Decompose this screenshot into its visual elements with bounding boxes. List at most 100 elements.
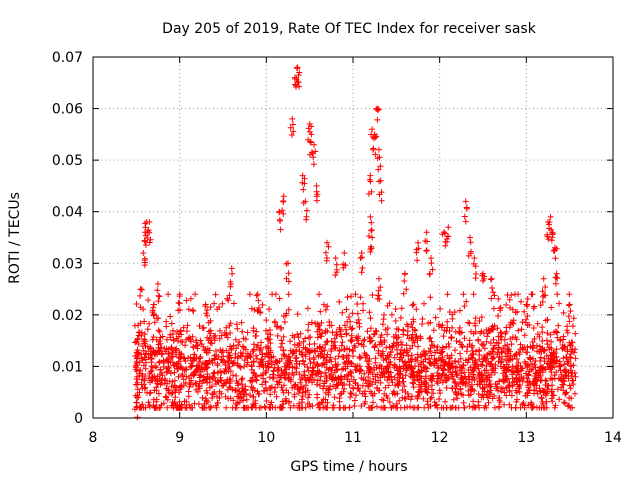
data-point [233,387,239,394]
data-point [219,382,226,389]
data-point [328,348,335,354]
data-point [440,333,447,340]
data-point [333,269,340,276]
data-point [454,395,461,402]
data-point [545,236,552,243]
data-point [465,252,472,259]
data-point [307,138,314,145]
data-point [434,370,441,376]
data-point [496,353,503,360]
data-point [238,319,245,326]
data-point [249,348,256,354]
data-point [321,347,328,354]
data-point [353,392,359,399]
data-point [307,360,314,367]
data-point [452,328,459,335]
data-point [142,384,149,391]
data-point [448,352,455,359]
data-point [509,363,516,370]
data-point [516,382,523,388]
data-point [342,262,348,269]
data-point [313,381,320,388]
data-point [459,365,466,372]
data-point [429,266,436,273]
data-point [183,398,190,405]
data-point [141,318,148,325]
data-point [519,401,526,408]
data-point [212,291,219,298]
data-point [310,154,317,161]
data-point [243,353,249,360]
data-point [207,339,214,346]
data-point [259,356,266,362]
data-point [299,399,306,406]
data-point [358,269,365,276]
data-point [481,367,488,374]
data-point [389,390,396,397]
data-point [452,347,458,354]
data-point [367,404,374,411]
data-point [426,359,433,366]
data-point [402,395,409,402]
data-point [381,390,388,397]
data-point [415,363,422,370]
data-point [146,402,153,409]
data-point [279,207,286,214]
data-point [512,309,519,316]
x-tick-labels: 8 9 10 11 12 13 14 [89,430,622,446]
data-point [420,358,427,365]
data-point [133,381,140,388]
data-point [264,387,271,394]
data-point [376,296,383,303]
data-point [187,364,194,371]
data-point [187,336,194,343]
data-point [353,334,360,341]
data-point [427,334,434,341]
data-point [153,396,160,403]
data-point [438,349,445,356]
data-point [416,389,423,396]
data-point [398,339,404,346]
data-point [549,392,556,399]
data-point [322,329,329,336]
data-point [151,350,158,357]
data-point [558,371,565,378]
data-point [526,321,533,328]
data-point [542,366,549,373]
data-point [495,395,502,401]
data-point [553,346,560,353]
data-point [433,378,440,385]
data-point [280,198,287,204]
data-point [556,396,563,403]
data-point [142,220,149,227]
data-point [472,315,479,322]
data-point [375,292,382,299]
data-point [175,338,181,345]
data-point [132,339,139,346]
data-point [567,342,574,349]
data-point [506,324,513,331]
data-point [360,300,367,307]
data-point [568,370,575,377]
data-point [164,404,171,411]
data-point [221,359,228,365]
data-point [511,379,518,386]
data-point [509,355,516,362]
data-point [296,69,303,76]
data-point [268,359,275,366]
data-point [208,340,215,347]
data-point [452,368,459,375]
data-point [434,375,441,382]
data-point [465,356,472,363]
data-point [455,359,462,365]
data-point [205,361,212,368]
data-point [431,362,438,369]
data-point [233,404,240,411]
data-point [140,347,147,354]
data-point [503,301,510,308]
data-point [488,360,495,367]
data-point [156,328,163,335]
data-point [169,359,176,366]
data-point [146,219,153,225]
data-point [149,309,156,316]
